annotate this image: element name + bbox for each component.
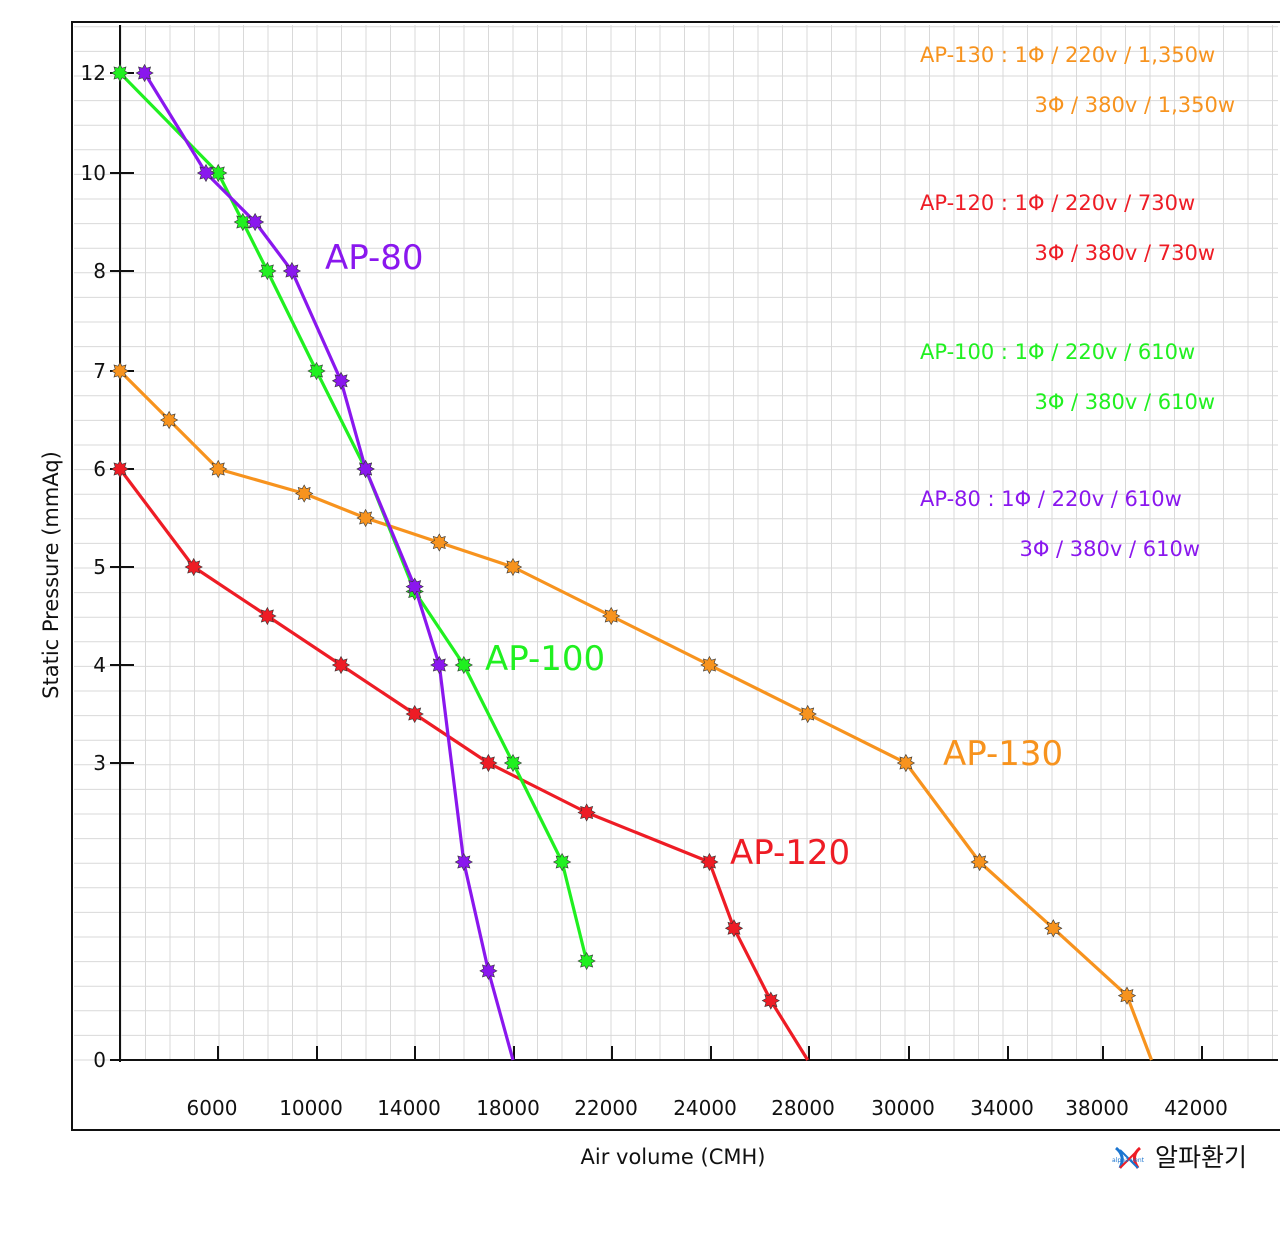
data-point-ap-100	[110, 63, 130, 83]
series-label-ap-120: AP-120	[730, 833, 850, 873]
y-tick-labels: 0 3 4 5 6 7 8 10 12	[81, 61, 106, 1072]
y-tick-label: 8	[93, 259, 106, 283]
logo-mark-icon	[1115, 1146, 1142, 1169]
y-tick-label: 4	[93, 653, 106, 677]
x-tick-label: 14000	[377, 1096, 441, 1120]
data-point-ap-130	[798, 704, 817, 724]
x-tick-label: 28000	[771, 1096, 835, 1120]
data-point-ap-100	[209, 163, 228, 183]
data-point-ap-120	[761, 991, 780, 1010]
spec-legend: AP-130 : 1Φ / 220v / 1,350w 3Φ / 380v / 1…	[920, 43, 1235, 561]
series-label-ap-80: AP-80	[325, 238, 424, 278]
data-point-ap-80	[196, 163, 216, 183]
spec-line-1phase: AP-80 : 1Φ / 220v / 610w	[920, 487, 1182, 511]
series-label-ap-100: AP-100	[485, 639, 605, 679]
data-point-ap-100	[552, 852, 572, 872]
y-tick-label: 3	[93, 751, 106, 775]
x-tick-label: 42000	[1164, 1096, 1228, 1120]
series-ap-130	[110, 361, 1153, 1061]
data-point-ap-130	[700, 655, 719, 675]
x-tick-label: 22000	[574, 1096, 638, 1120]
data-point-ap-130	[110, 361, 130, 381]
y-tick-label: 7	[93, 359, 106, 383]
data-point-ap-130	[1044, 919, 1063, 938]
data-point-ap-100	[577, 951, 596, 971]
data-point-ap-80	[454, 852, 473, 872]
series-labels: AP-130 AP-120 AP-100 AP-80	[325, 238, 1063, 873]
data-point-ap-80	[135, 63, 154, 83]
plot-frame	[71, 21, 1280, 1131]
data-point-ap-80	[331, 371, 351, 390]
data-point-ap-120	[479, 753, 498, 773]
data-point-ap-120	[724, 919, 744, 938]
x-tick-label: 34000	[970, 1096, 1034, 1120]
data-point-ap-120	[700, 852, 719, 872]
data-point-ap-100	[233, 212, 252, 232]
y-tick-label: 5	[93, 555, 106, 579]
y-tick-label: 10	[81, 161, 106, 185]
data-point-ap-80	[282, 261, 302, 281]
x-tick-labels: 6000 10000 14000 18000 22000 24000 28000 30000 3…	[187, 1096, 1228, 1120]
data-point-ap-120	[184, 557, 203, 577]
data-point-ap-120	[331, 655, 351, 675]
data-point-ap-130	[430, 533, 449, 552]
series-ap-120	[110, 459, 810, 1061]
data-point-ap-100	[307, 361, 326, 381]
data-point-ap-120	[258, 606, 277, 626]
data-point-ap-100	[258, 261, 277, 281]
spec-line-3phase: 3Φ / 380v / 1,350w	[1034, 93, 1235, 117]
data-point-ap-130	[356, 508, 375, 528]
y-tick-label: 12	[81, 61, 106, 85]
x-tick-label: 10000	[279, 1096, 343, 1120]
data-point-ap-130	[295, 484, 314, 503]
spec-line-1phase: AP-100 : 1Φ / 220v / 610w	[920, 340, 1195, 364]
series-layer	[110, 63, 1153, 1061]
spec-line-3phase: 3Φ / 380v / 610w	[1034, 390, 1215, 414]
spec-line-1phase: AP-130 : 1Φ / 220v / 1,350w	[920, 43, 1215, 67]
x-tick-label: 30000	[871, 1096, 935, 1120]
y-tick-label: 0	[93, 1048, 106, 1072]
logo-small-text: alpha vent	[1112, 1157, 1145, 1164]
data-point-ap-80	[430, 655, 449, 675]
grid	[74, 25, 1278, 1061]
x-tick-label: 24000	[673, 1096, 737, 1120]
data-point-ap-120	[405, 704, 424, 724]
data-point-ap-130	[896, 753, 916, 773]
data-point-ap-80	[245, 212, 265, 232]
x-tick-label: 38000	[1065, 1096, 1129, 1120]
y-axis-title: Static Pressure (mmAq)	[39, 451, 63, 699]
data-point-ap-130	[503, 557, 523, 577]
data-point-ap-80	[405, 577, 424, 596]
data-point-ap-100	[454, 655, 473, 675]
spec-line-3phase: 3Φ / 380v / 610w	[1019, 537, 1200, 561]
data-point-ap-130	[209, 459, 228, 479]
x-tick-label: 18000	[476, 1096, 540, 1120]
data-point-ap-130	[1117, 986, 1137, 1005]
logo-text: 알파환기	[1155, 1143, 1247, 1172]
data-point-ap-80	[479, 961, 498, 981]
data-point-ap-130	[970, 852, 989, 872]
x-axis-title: Air volume (CMH)	[581, 1145, 766, 1169]
data-point-ap-80	[356, 459, 375, 479]
data-point-ap-100	[503, 753, 523, 773]
data-point-ap-130	[159, 410, 179, 430]
x-tick-label: 6000	[187, 1096, 238, 1120]
data-point-ap-120	[577, 803, 596, 822]
y-tick-label: 6	[93, 457, 106, 481]
data-point-ap-130	[602, 606, 621, 626]
series-ap-80	[135, 63, 515, 1061]
data-point-ap-120	[110, 459, 130, 479]
series-label-ap-130: AP-130	[943, 734, 1063, 774]
spec-line-3phase: 3Φ / 380v / 730w	[1034, 241, 1215, 265]
brand-logo: alpha vent 알파환기	[1112, 1143, 1247, 1172]
spec-line-1phase: AP-120 : 1Φ / 220v / 730w	[920, 191, 1195, 215]
